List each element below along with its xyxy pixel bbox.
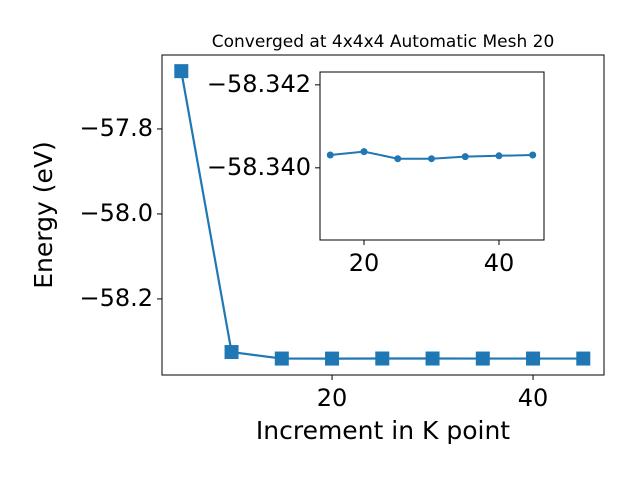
marker [526, 351, 541, 366]
x-tick-label: 20 [317, 384, 348, 412]
marker [427, 155, 435, 163]
marker [325, 351, 340, 366]
y-axis-label: Energy (eV) [29, 141, 58, 288]
marker [394, 155, 402, 163]
marker [174, 64, 189, 79]
marker [495, 152, 503, 160]
marker [461, 153, 469, 161]
plot-frame [319, 71, 545, 241]
marker [326, 151, 334, 159]
y-tick-label: −58.340 [207, 153, 311, 181]
inset: 20 40 −58.342 −58.340 [207, 70, 545, 277]
y-tick-label: −58.342 [207, 70, 311, 98]
x-tick-label: 40 [518, 384, 549, 412]
marker [529, 151, 537, 159]
x-tick-label: 20 [349, 249, 380, 277]
chart-title: Converged at 4x4x4 Automatic Mesh 20 [212, 32, 555, 52]
marker [576, 351, 591, 366]
marker [224, 345, 239, 360]
x-axis-label: Increment in K point [256, 416, 510, 445]
marker [274, 351, 289, 366]
y-tick-label: −58.0 [79, 199, 153, 227]
marker [475, 351, 490, 366]
marker [425, 351, 440, 366]
y-tick-label: −57.8 [79, 114, 153, 142]
marker [375, 351, 390, 366]
plot-frame [161, 54, 605, 376]
marker [360, 148, 368, 156]
y-tick-label: −58.2 [79, 284, 153, 312]
x-tick-label: 40 [484, 249, 515, 277]
